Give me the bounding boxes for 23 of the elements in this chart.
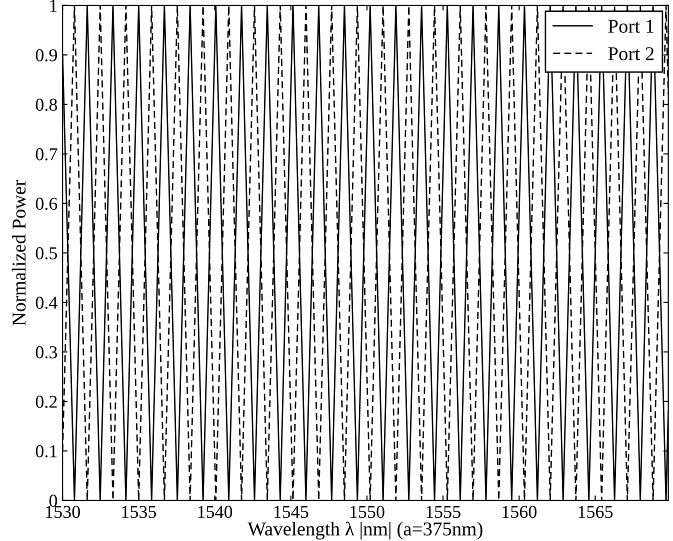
y-tick-label: 0	[49, 494, 58, 507]
y-tick-label: 0.8	[36, 98, 58, 111]
x-tick-label: 1550	[350, 506, 384, 518]
x-axis-title: Wavelength λ |nm| (a=375nm)	[248, 522, 482, 540]
y-tick-label: 0.7	[36, 148, 58, 160]
y-tick-label: 0.6	[36, 198, 58, 210]
y-tick-label: 0.3	[36, 346, 58, 358]
y-tick-label: 1	[50, 0, 57, 12]
y-axis-title: Normalized Power	[12, 180, 26, 326]
y-tick-label: 0.1	[36, 445, 57, 458]
x-tick-label: 1535	[122, 506, 156, 518]
y-tick-label: 0.2	[36, 396, 57, 408]
legend-label: Port 2	[608, 47, 654, 60]
y-tick-label: 0.5	[36, 247, 58, 260]
x-tick-label: 1540	[198, 506, 232, 518]
x-tick-label: 1545	[274, 506, 308, 518]
y-tick-label: 0.9	[36, 49, 57, 62]
x-tick-label: 1565	[578, 506, 613, 518]
legend-label: Port 1	[608, 20, 654, 33]
y-tick-label: 0.4	[36, 296, 58, 309]
x-tick-label: 1555	[426, 506, 460, 518]
x-tick-label: 1530	[46, 506, 80, 518]
x-tick-label: 1560	[502, 506, 537, 518]
